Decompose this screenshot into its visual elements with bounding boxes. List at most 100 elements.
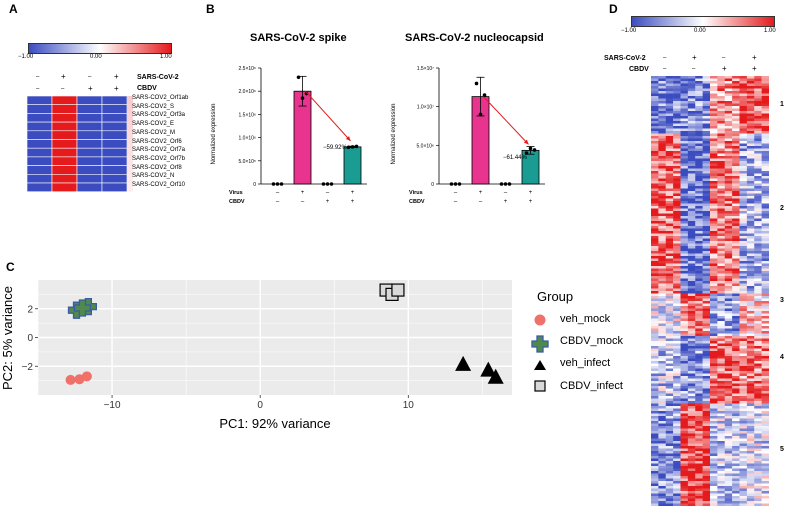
heatmap-d-cell [754,126,762,129]
heatmap-d-cell [680,438,689,442]
heatmap-d-cell [695,253,703,257]
heatmap-d-cell [724,176,733,179]
heatmap-d-cell [717,316,725,319]
heatmap-d-cell [687,213,696,217]
heatmap-d-cell [739,258,748,262]
heatmap-d-cell [717,323,725,327]
heatmap-d-cell [710,426,718,429]
heatmap-d-cell [702,101,711,104]
heatmap-d-cell [710,98,718,102]
heatmap-a-cell [51,130,78,140]
heatmap-d-cell [702,503,711,506]
heatmap-d-cell [724,93,733,97]
heatmap-d-cell [739,218,748,222]
heatmap-d-cell [687,203,696,207]
heatmap-d-cell [665,453,674,457]
heatmap-d-cell [695,488,703,492]
heatmap-d-cell [732,181,740,184]
heatmap-d-cell [695,271,703,274]
heatmap-d-cell [710,433,718,437]
heatmap-d-cell [732,373,740,377]
heatmap-d-cell [754,156,762,159]
heatmap-d-cell [687,416,696,419]
heatmap-d-cell [687,103,696,107]
heatmap-d-cell [754,148,762,152]
heatmap-d-cell [658,366,666,369]
heatmap-d-cell [658,383,666,387]
heatmap-d-cell [665,401,674,404]
heatmap-d-cell [732,383,740,387]
data-point [321,182,326,186]
heatmap-d-cell [724,261,733,264]
heatmap-d-cell [673,471,681,474]
heatmap-d-cell [695,448,703,452]
heatmap-d-cell [746,486,755,489]
heatmap-d-cell [658,283,666,287]
gene-label: SARS-COV2_Orf10 [132,182,186,188]
heatmap-a-cell [101,147,128,158]
heatmap-d-cell [761,463,769,467]
heatmap-d-cell [680,261,689,264]
heatmap-d-cell [673,321,681,324]
data-point [478,112,483,117]
heatmap-d-cell [680,126,689,129]
heatmap-d-cell [665,481,674,484]
heatmap-d-cell [724,338,733,342]
heatmap-d-cell [658,388,666,392]
heatmap-d-cell [710,313,718,317]
heatmap-d-cell [724,91,733,94]
heatmap-d-cell [732,316,740,319]
heatmap-d-cell [695,111,703,114]
heatmap-d-cell [651,76,659,79]
heatmap-d-cell [754,198,762,202]
heatmap-d-cell [739,298,748,302]
heatmap-d-cell [651,93,659,97]
heatmap-d-cell [754,118,762,122]
heatmap-d-cell [739,88,748,92]
heatmap-d-cell [724,453,733,457]
heatmap-d-cell [746,183,755,187]
heatmap-d-cell [651,223,659,227]
heatmap-d-cell [761,363,769,367]
heatmap-d-cell [739,248,748,252]
heatmap-d-cell [680,328,689,332]
cluster-3-label: 3 [780,297,784,304]
heatmap-d-cell [673,221,681,224]
heatmap-d-cell [732,161,740,164]
heatmap-d-cell [724,351,733,354]
heatmap-d-cell [739,341,748,344]
heatmap-d-cell [665,501,674,504]
heatmap-d-cell [665,373,674,377]
heatmap-d-cell [754,276,762,279]
heatmap-d-cell [746,353,755,357]
heatmap-d-cell [717,76,725,79]
heatmap-d-cell [710,353,718,357]
heatmap-d-cell [746,173,755,177]
heatmap-d-cell [746,296,755,299]
heatmap-d-cell [702,278,711,282]
heatmap-d-cell [724,118,733,122]
heatmap-d-cell [680,373,689,377]
heatmap-d-cell [680,153,689,157]
heatmap-d-cell [680,346,689,349]
heatmap-d-cell [732,306,740,309]
heatmap-a-cell [127,113,133,123]
heatmap-d-cell [702,283,711,287]
heatmap-d-cell [673,228,681,232]
heatmap-d-cell [717,326,725,329]
heatmap-d-cell [702,253,711,257]
heatmap-d-cell [658,298,666,302]
data-point [457,182,462,186]
heatmap-d-cell [724,216,733,219]
heatmap-d-cell [724,178,733,182]
heatmap-d-cell [687,143,696,147]
heatmap-d-cell [710,221,718,224]
heatmap-d-cell [710,78,718,82]
heatmap-d-cell [651,233,659,237]
heatmap-d-cell [658,181,666,184]
heatmap-d-cell [739,143,748,147]
heatmap-d-cell [651,133,659,137]
heatmap-d-cell [717,336,725,339]
heatmap-d-cell [717,276,725,279]
heatmap-d-cell [746,108,755,112]
